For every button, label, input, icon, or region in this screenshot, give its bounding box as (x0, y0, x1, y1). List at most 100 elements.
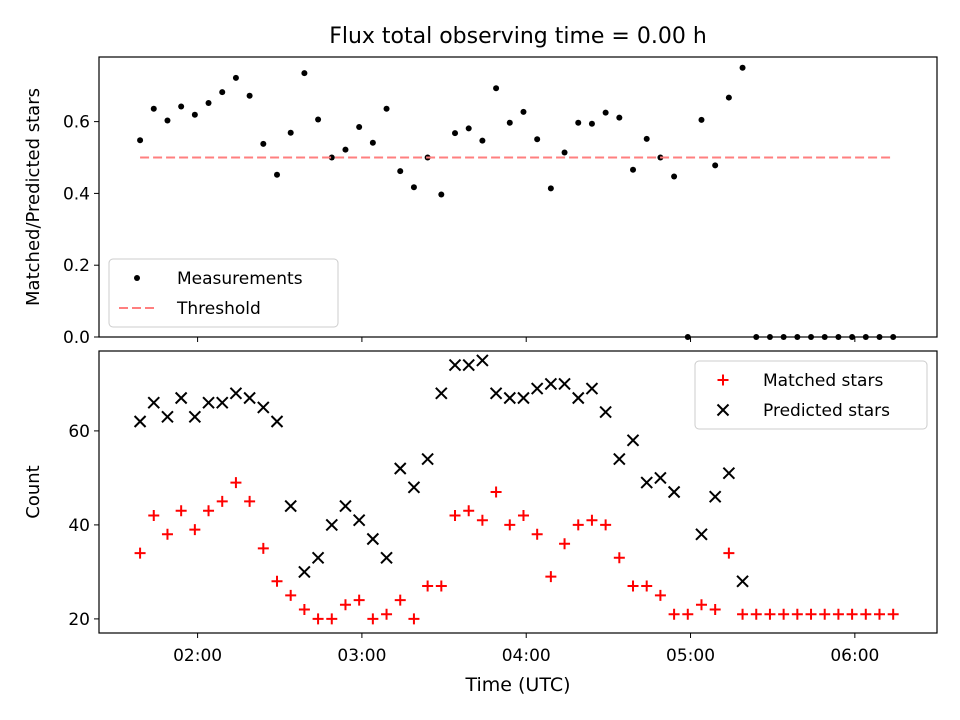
data-point (260, 140, 267, 147)
data-point (545, 571, 557, 583)
data-point (452, 130, 459, 137)
data-point (819, 608, 831, 620)
data-point (493, 85, 500, 92)
legend-box (694, 360, 928, 430)
data-point (572, 391, 585, 405)
data-point (791, 608, 803, 620)
y-tick-label: 0.0 (63, 328, 90, 348)
data-point (366, 532, 380, 546)
data-point (602, 109, 609, 116)
data-point (274, 171, 281, 178)
y-tick-label: 0.6 (63, 113, 90, 133)
data-point (189, 524, 201, 536)
data-point (668, 608, 680, 620)
data-point (708, 490, 722, 503)
x-tick-label: 03:00 (337, 646, 386, 666)
data-point (575, 119, 582, 126)
data-point (476, 354, 489, 367)
data-point (695, 599, 707, 611)
data-point (188, 410, 202, 424)
data-point (383, 105, 390, 112)
data-point (311, 551, 325, 565)
data-point (561, 149, 568, 156)
data-point (709, 604, 721, 615)
data-point (394, 594, 406, 606)
data-point (860, 608, 872, 620)
data-point (202, 396, 215, 409)
data-point (534, 136, 541, 143)
data-point (216, 495, 228, 507)
data-point (530, 382, 544, 395)
x-axis-label: Time (UTC) (464, 674, 570, 696)
data-point (531, 528, 543, 540)
data-point (191, 111, 198, 118)
data-point (723, 547, 735, 559)
y-axis-label: Matched/Predicted stars (23, 88, 44, 306)
series-measurements (137, 64, 897, 340)
data-point (736, 575, 749, 588)
data-point (271, 575, 283, 587)
legend-label: Threshold (176, 299, 261, 319)
data-point (298, 565, 311, 579)
data-point (325, 518, 338, 532)
data-point (203, 505, 215, 517)
data-point (284, 499, 297, 513)
data-point (147, 396, 160, 409)
y-tick-label: 20 (68, 610, 90, 630)
data-point (517, 510, 529, 521)
data-point (764, 608, 776, 620)
data-point (479, 137, 486, 144)
data-point (873, 608, 885, 620)
y-tick-label: 60 (68, 422, 90, 442)
axes-frame (98, 350, 938, 634)
data-point (805, 608, 817, 620)
data-point (150, 105, 157, 112)
data-point (407, 481, 421, 494)
data-point (695, 528, 708, 541)
data-point (712, 162, 719, 169)
figure-title: Flux total observing time = 0.00 h (329, 24, 707, 49)
y-tick-label: 0.2 (63, 256, 90, 276)
data-point (178, 103, 185, 110)
data-point (312, 613, 324, 625)
data-point (600, 519, 612, 531)
data-point (585, 382, 599, 395)
data-point (244, 495, 256, 507)
data-point (613, 552, 625, 564)
data-point (671, 173, 678, 180)
data-point (558, 377, 571, 391)
data-point (630, 166, 637, 173)
data-point (640, 476, 653, 489)
data-point (449, 510, 461, 521)
ratio-panel: 0.0 0.2 0.4 0.6 Matched/Predicted stars Measu… (23, 56, 938, 348)
legend: Matched stars Predicted stars (694, 360, 928, 430)
data-point (476, 514, 488, 526)
data-point (301, 70, 308, 77)
data-point (422, 580, 434, 592)
data-point (588, 120, 595, 127)
data-point (627, 580, 639, 592)
data-point (682, 608, 694, 620)
data-point (397, 168, 404, 175)
legend: Measurements Threshold (108, 258, 339, 328)
data-point (216, 396, 229, 409)
data-point (506, 119, 513, 126)
data-point (134, 547, 146, 559)
data-point (435, 580, 447, 592)
data-point (326, 613, 338, 625)
y-axis-label: Count (23, 465, 44, 518)
data-point (219, 89, 226, 96)
data-point (465, 125, 472, 132)
x-tick-label: 05:00 (666, 646, 715, 666)
data-point (572, 519, 584, 531)
data-point (667, 485, 681, 499)
count-panel: 20 40 60 02:00 03:00 04:00 05:00 06:00 Count Matc… (23, 350, 938, 666)
data-point (778, 608, 790, 620)
data-point (270, 415, 284, 428)
data-point (230, 477, 242, 489)
data-point (654, 471, 667, 485)
data-point (232, 74, 239, 81)
data-point (463, 505, 475, 517)
data-point (520, 108, 527, 115)
